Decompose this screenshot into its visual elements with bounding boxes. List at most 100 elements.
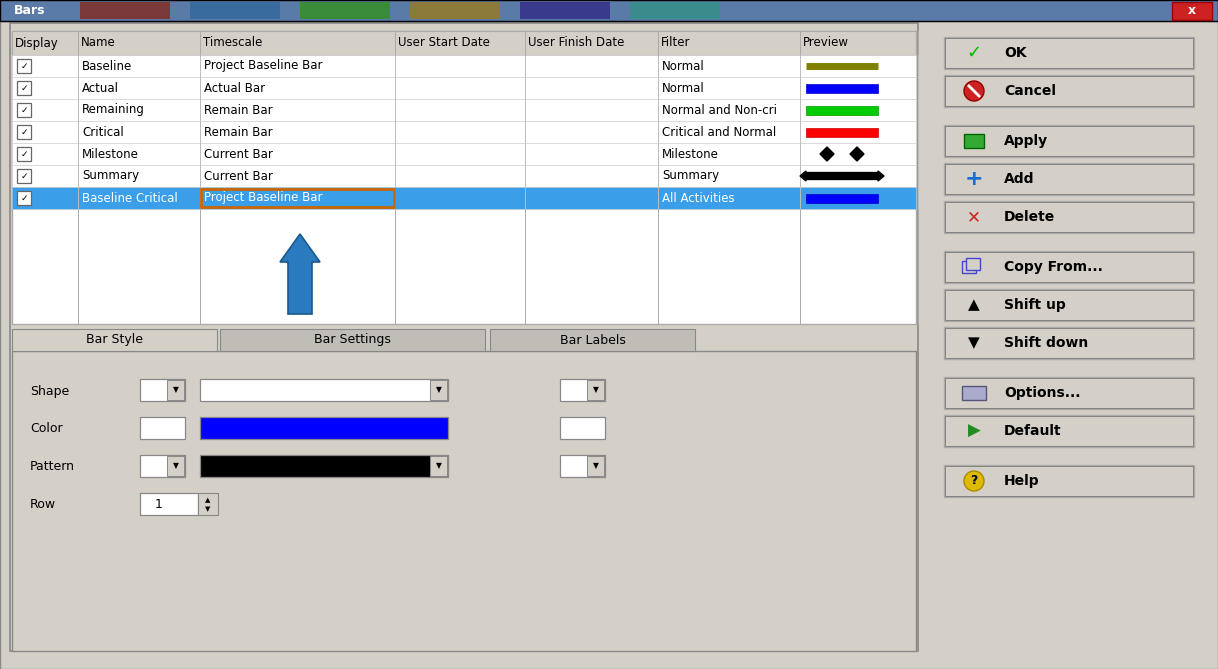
Bar <box>630 2 720 19</box>
Bar <box>963 134 984 148</box>
Bar <box>806 193 878 203</box>
Bar <box>12 99 916 121</box>
Text: Delete: Delete <box>1004 210 1055 224</box>
Circle shape <box>963 471 984 491</box>
Text: Normal and Non-cri: Normal and Non-cri <box>663 104 777 116</box>
Bar <box>140 417 185 439</box>
Bar <box>944 289 1194 321</box>
Text: Cancel: Cancel <box>1004 84 1056 98</box>
Bar <box>140 493 199 515</box>
Bar <box>962 386 987 400</box>
Text: ✓: ✓ <box>21 149 28 159</box>
Text: ▼: ▼ <box>593 385 599 395</box>
Bar <box>945 38 1192 68</box>
Bar <box>17 147 30 161</box>
Bar <box>1172 2 1212 20</box>
Text: Critical: Critical <box>82 126 124 138</box>
Text: Remain Bar: Remain Bar <box>203 126 273 138</box>
Bar <box>17 81 30 95</box>
Bar <box>944 415 1194 447</box>
Bar <box>944 377 1194 409</box>
Bar <box>12 329 217 351</box>
Bar <box>560 417 605 439</box>
Text: Remain Bar: Remain Bar <box>203 104 273 116</box>
Bar <box>945 126 1192 156</box>
Bar <box>140 379 185 401</box>
Text: ▼: ▼ <box>206 506 211 512</box>
Text: ✓: ✓ <box>21 171 28 181</box>
Text: Baseline: Baseline <box>82 60 133 72</box>
Text: ✓: ✓ <box>21 193 28 203</box>
Text: ▼: ▼ <box>173 462 179 470</box>
Bar <box>200 455 448 477</box>
Text: +: + <box>965 169 983 189</box>
Bar <box>12 143 916 165</box>
Bar <box>945 290 1192 320</box>
Bar <box>587 380 604 400</box>
Bar <box>17 59 30 73</box>
Text: Milestone: Milestone <box>82 147 139 161</box>
Bar <box>17 191 30 205</box>
Bar <box>0 0 1218 21</box>
Text: x: x <box>1188 5 1196 17</box>
Text: ▲: ▲ <box>206 497 211 503</box>
Bar <box>12 31 916 324</box>
Text: Project Baseline Bar: Project Baseline Bar <box>203 191 323 205</box>
Bar <box>12 165 916 187</box>
Bar <box>140 455 185 477</box>
Circle shape <box>963 81 984 101</box>
Bar <box>962 261 976 273</box>
Bar <box>300 2 390 19</box>
Bar <box>944 327 1194 359</box>
Text: ?: ? <box>971 474 978 488</box>
Text: Summary: Summary <box>82 169 139 183</box>
Text: ▼: ▼ <box>968 335 979 351</box>
Bar <box>520 2 610 19</box>
Text: Filter: Filter <box>661 37 691 50</box>
Text: Bars: Bars <box>13 5 45 17</box>
Bar <box>12 121 916 143</box>
Text: ▼: ▼ <box>436 462 442 470</box>
Bar <box>430 456 447 476</box>
Text: Baseline Critical: Baseline Critical <box>82 191 178 205</box>
Text: Remaining: Remaining <box>82 104 145 116</box>
Bar <box>17 103 30 117</box>
Text: ▼: ▼ <box>436 385 442 395</box>
Text: Help: Help <box>1004 474 1040 488</box>
Bar <box>167 380 184 400</box>
Bar <box>806 106 878 114</box>
Bar <box>944 163 1194 195</box>
Bar <box>945 328 1192 358</box>
Text: ▶: ▶ <box>967 422 980 440</box>
Text: Color: Color <box>30 423 62 436</box>
Bar <box>945 202 1192 232</box>
Text: Pattern: Pattern <box>30 460 76 474</box>
Polygon shape <box>800 171 806 181</box>
Text: Project Baseline Bar: Project Baseline Bar <box>203 60 323 72</box>
Text: Current Bar: Current Bar <box>203 169 273 183</box>
Polygon shape <box>878 171 884 181</box>
Text: Default: Default <box>1004 424 1062 438</box>
Text: Critical and Normal: Critical and Normal <box>663 126 776 138</box>
Text: Options...: Options... <box>1004 386 1080 400</box>
Text: Summary: Summary <box>663 169 719 183</box>
Bar <box>944 465 1194 497</box>
Text: OK: OK <box>1004 46 1027 60</box>
Text: Bar Style: Bar Style <box>86 334 143 347</box>
Text: 1: 1 <box>155 498 163 510</box>
Bar <box>945 164 1192 194</box>
Text: ✓: ✓ <box>21 128 28 136</box>
Text: Actual: Actual <box>82 82 119 94</box>
Bar <box>200 379 448 401</box>
Bar <box>199 493 218 515</box>
Bar <box>430 380 447 400</box>
Bar <box>944 201 1194 233</box>
Bar <box>945 252 1192 282</box>
Text: Name: Name <box>82 37 116 50</box>
Bar <box>17 169 30 183</box>
Text: Shift up: Shift up <box>1004 298 1066 312</box>
Text: ✓: ✓ <box>966 44 982 62</box>
Bar <box>945 466 1192 496</box>
Text: Current Bar: Current Bar <box>203 147 273 161</box>
Text: ✕: ✕ <box>967 208 980 226</box>
